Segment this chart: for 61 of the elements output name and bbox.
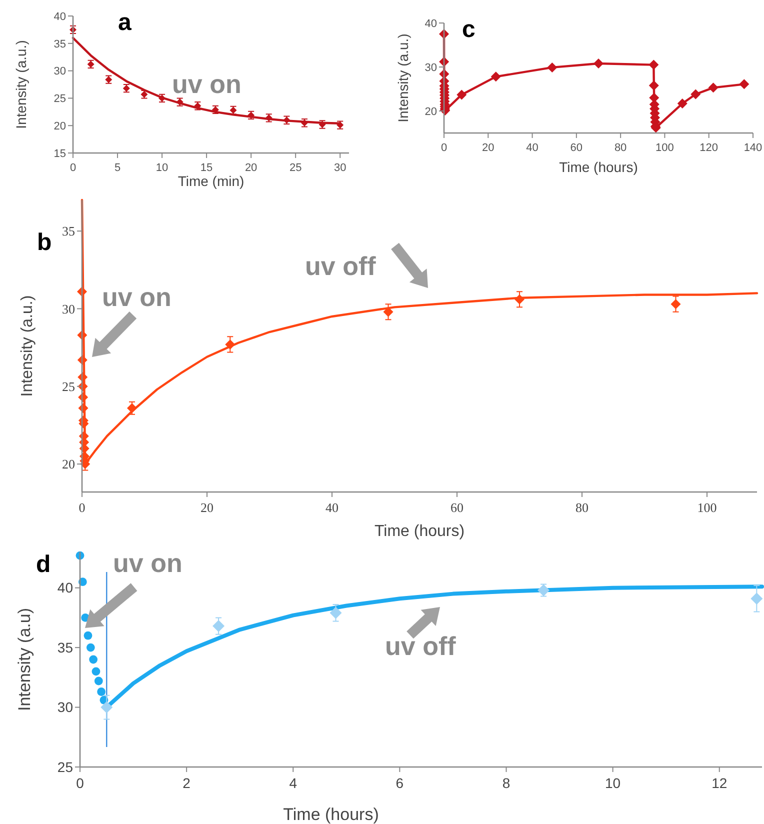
x-tick-label: 15 xyxy=(200,162,213,174)
y-tick-label: 35 xyxy=(62,224,75,239)
text: b xyxy=(37,229,52,256)
y-axis-title: Intensity (a.u.) xyxy=(19,295,36,397)
y-tick-label: 40 xyxy=(424,18,437,30)
y-axis-title: Intensity (a.u.) xyxy=(395,34,411,122)
x-tick-label: 20 xyxy=(200,500,214,515)
y-axis-title: Intensity (a.u.) xyxy=(13,40,29,129)
x-tick-label: 8 xyxy=(502,775,510,791)
x-tick-label: 0 xyxy=(440,142,448,154)
x-axis-title: Time (hours) xyxy=(374,523,465,540)
chart-title: c xyxy=(462,16,476,43)
chart-title: a xyxy=(118,9,132,36)
x-tick-label: 5 xyxy=(114,162,121,174)
annotation: uv off xyxy=(305,251,376,281)
annotation: uv on xyxy=(113,548,182,578)
x-tick-label: 12 xyxy=(712,775,728,791)
x-tick-label: 100 xyxy=(697,500,717,515)
x-tick-label: 10 xyxy=(156,162,168,174)
x-tick-label: 120 xyxy=(700,142,718,154)
annotation: uv on xyxy=(102,282,172,312)
y-tick-label: 20 xyxy=(62,456,75,472)
x-tick-label: 20 xyxy=(244,162,258,174)
y-tick-label: 30 xyxy=(54,66,66,78)
y-tick-label: 35 xyxy=(54,38,66,50)
y-tick-label: 40 xyxy=(54,10,66,23)
x-tick-label: 2 xyxy=(182,775,191,791)
x-tick-label: 40 xyxy=(326,500,338,515)
annotation: uv off xyxy=(385,631,456,661)
y-tick-label: 25 xyxy=(62,378,75,394)
x-tick-label: 100 xyxy=(656,142,674,154)
x-tick-label: 30 xyxy=(334,162,346,174)
x-tick-label: 0 xyxy=(76,775,84,791)
chart-title: d xyxy=(36,551,51,578)
x-tick-label: 6 xyxy=(396,775,404,791)
y-tick-label: 30 xyxy=(424,62,437,74)
y-axis-title: Intensity (a.u) xyxy=(15,608,34,711)
x-axis-title: Time (hours) xyxy=(559,159,638,175)
x-tick-label: 0 xyxy=(78,500,86,515)
x-tick-label: 80 xyxy=(614,142,627,154)
y-tick-label: 25 xyxy=(57,758,74,775)
x-tick-label: 25 xyxy=(289,162,302,174)
x-axis-title: Time (min) xyxy=(178,173,244,189)
x-tick-label: 60 xyxy=(570,142,583,154)
y-tick-label: 20 xyxy=(54,120,66,132)
y-tick-label: 30 xyxy=(62,301,75,316)
x-tick-label: 20 xyxy=(482,142,494,154)
y-tick-label: 25 xyxy=(54,93,66,106)
x-tick-label: 4 xyxy=(289,775,298,791)
x-tick-label: 60 xyxy=(450,500,464,515)
y-tick-label: 35 xyxy=(57,639,74,656)
y-tick-label: 20 xyxy=(424,106,437,118)
x-tick-label: 0 xyxy=(70,162,76,174)
x-tick-label: 10 xyxy=(605,775,621,791)
x-tick-label: 80 xyxy=(576,500,588,515)
y-tick-label: 40 xyxy=(57,580,74,596)
x-axis-title: Time (hours) xyxy=(283,805,379,824)
annotation: uv on xyxy=(172,69,242,99)
x-tick-label: 140 xyxy=(744,142,762,154)
x-tick-label: 40 xyxy=(526,142,538,154)
y-tick-label: 30 xyxy=(57,699,74,716)
